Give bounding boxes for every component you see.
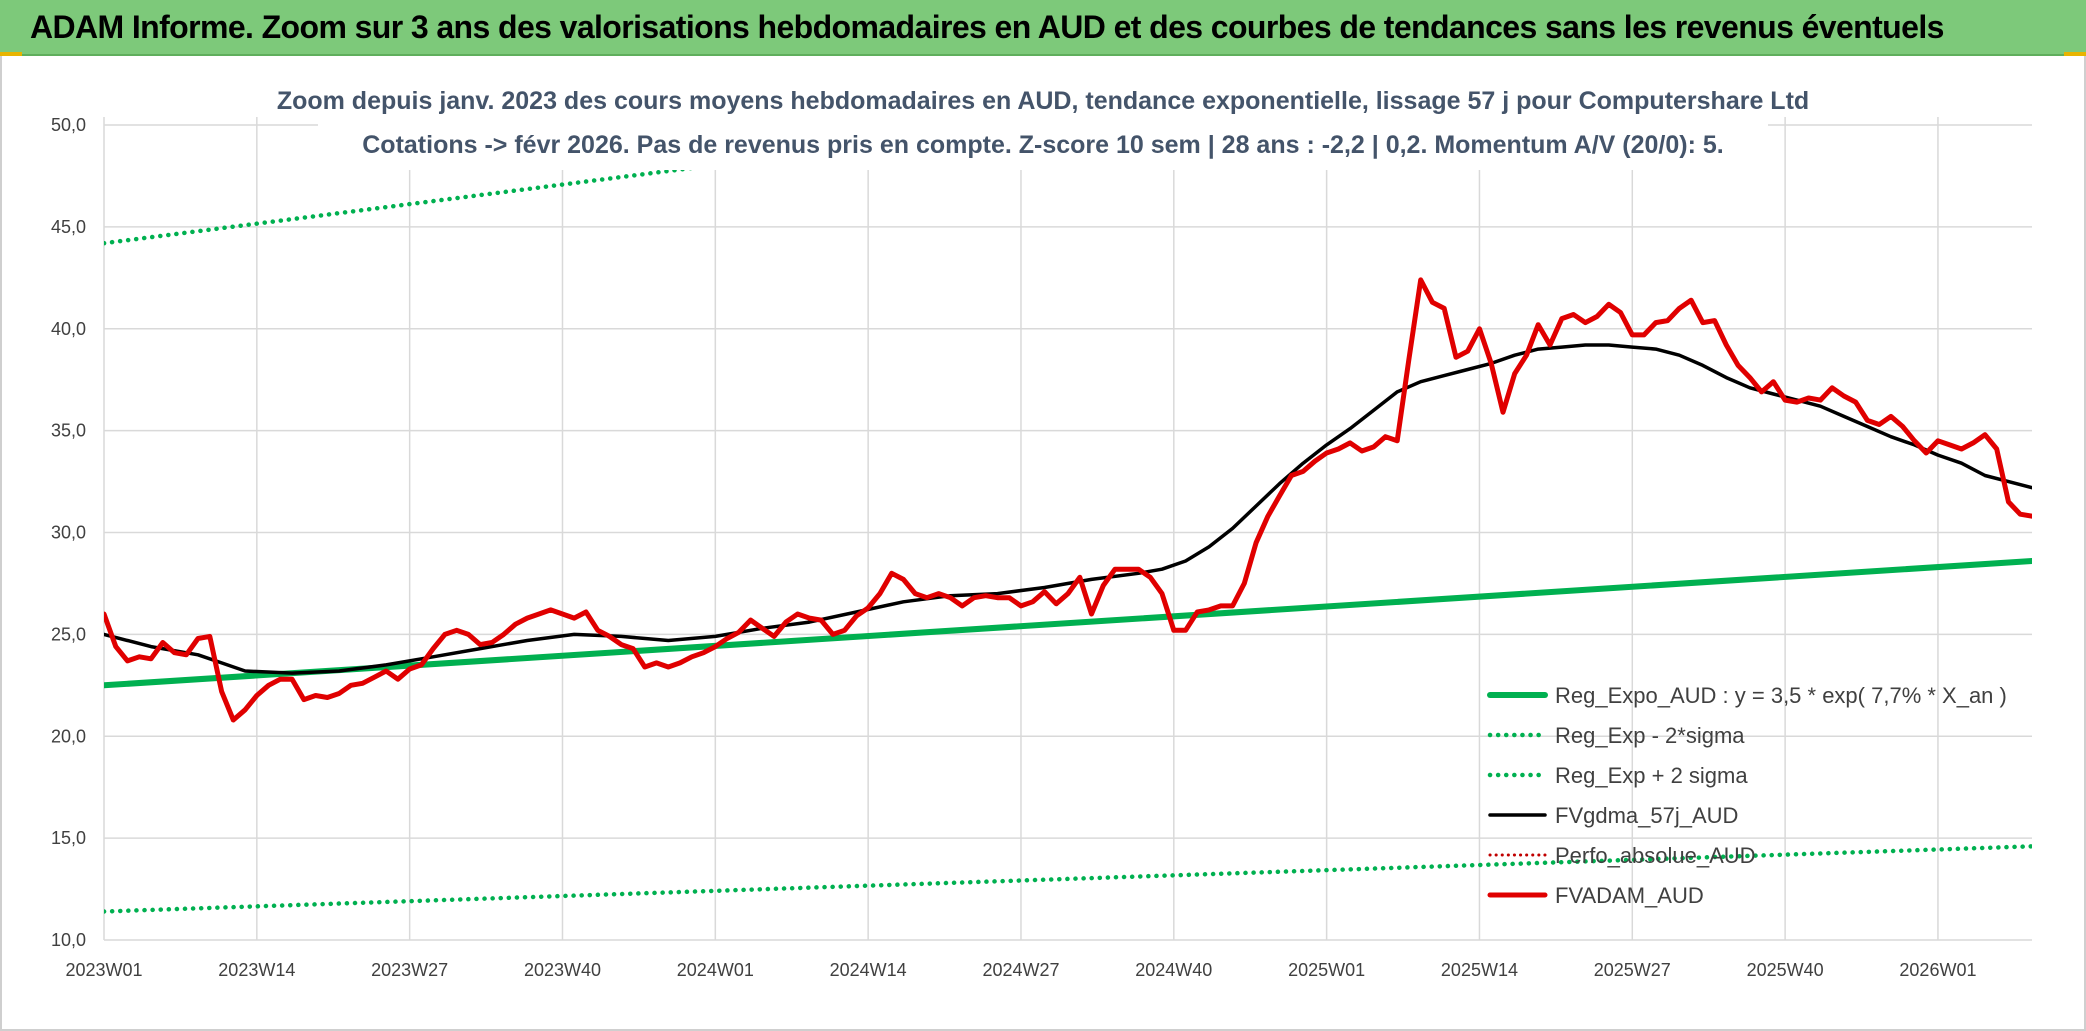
series-line-1 (104, 844, 2032, 914)
page-title: ADAM Informe. Zoom sur 3 ans des valoris… (30, 9, 1944, 45)
x-tick-label: 2024W01 (677, 960, 754, 980)
legend-label: FVgdma_57j_AUD (1555, 803, 1738, 828)
x-tick-label: 2023W27 (371, 960, 448, 980)
legend-label: Reg_Exp - 2*sigma (1555, 723, 1745, 748)
legend: Reg_Expo_AUD : y = 3,5 * exp( 7,7% * X_a… (1487, 683, 2007, 908)
subtitle-line-1: Zoom depuis janv. 2023 des cours moyens … (277, 87, 1809, 115)
x-tick-label: 2023W01 (65, 960, 142, 980)
series-line-5 (104, 277, 2032, 723)
x-tick-label: 2026W01 (1899, 960, 1976, 980)
x-tick-label: 2024W40 (1135, 960, 1212, 980)
y-tick-label: 20,0 (51, 726, 86, 746)
x-tick-label: 2025W27 (1594, 960, 1671, 980)
subtitle-line-2: Cotations -> févr 2026. Pas de revenus p… (362, 131, 1723, 159)
y-tick-label: 30,0 (51, 523, 86, 543)
x-tick-label: 2025W14 (1441, 960, 1518, 980)
series-line-0 (104, 558, 2032, 689)
y-tick-label: 45,0 (51, 217, 86, 237)
y-axis-ticks: 10,0 15,0 20,0 25,0 30,0 35,0 40,0 45,0 50,0 (51, 115, 86, 950)
y-tick-label: 40,0 (51, 319, 86, 339)
chart-subtitle: Zoom depuis janv. 2023 des cours moyens … (277, 82, 1809, 170)
banner-accent-right (2064, 52, 2086, 56)
x-tick-label: 2025W40 (1747, 960, 1824, 980)
gridlines (103, 117, 2032, 941)
legend-label: FVADAM_AUD (1555, 883, 1704, 908)
legend-label: Reg_Exp + 2 sigma (1555, 763, 1748, 788)
y-tick-label: 25,0 (51, 624, 86, 644)
x-tick-label: 2023W14 (218, 960, 295, 980)
series-line-2 (104, 120, 1085, 246)
x-tick-label: 2024W27 (982, 960, 1059, 980)
x-tick-label: 2023W40 (524, 960, 601, 980)
y-tick-label: 35,0 (51, 421, 86, 441)
x-tick-label: 2024W14 (830, 960, 907, 980)
subtitle-backdrop (318, 82, 1768, 170)
y-tick-label: 10,0 (51, 930, 86, 950)
y-tick-label: 50,0 (51, 115, 86, 135)
title-banner: ADAM Informe. Zoom sur 3 ans des valoris… (0, 0, 2086, 56)
banner-accent-left (0, 52, 22, 56)
x-axis-ticks: 2023W01 2023W14 2023W27 2023W40 2024W01 2024W… (65, 960, 1976, 980)
legend-label: Reg_Expo_AUD : y = 3,5 * exp( 7,7% * X_a… (1555, 683, 2007, 708)
series-group (104, 120, 2032, 914)
y-tick-label: 15,0 (51, 828, 86, 848)
x-tick-label: 2025W01 (1288, 960, 1365, 980)
legend-label: Perfo_absolue_AUD (1555, 843, 1756, 868)
